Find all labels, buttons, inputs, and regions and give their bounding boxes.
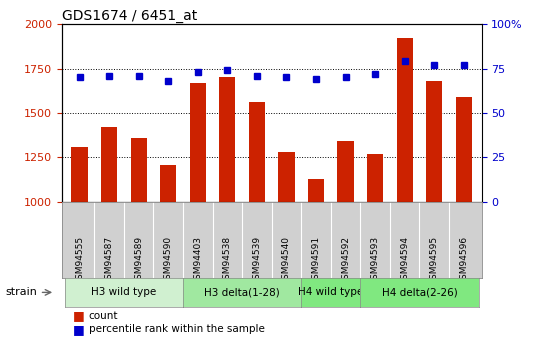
Text: GSM94596: GSM94596 [459,236,468,285]
Bar [72,147,88,345]
Bar [220,77,236,345]
Bar [367,154,383,345]
Bar [456,97,472,345]
Bar [249,102,265,345]
Text: GSM94593: GSM94593 [371,236,380,285]
Bar [101,127,117,345]
Bar [190,83,206,345]
Text: GSM94589: GSM94589 [134,236,143,285]
Bar [397,38,413,345]
Text: H4 wild type: H4 wild type [298,287,364,297]
Text: GDS1674 / 6451_at: GDS1674 / 6451_at [62,9,197,23]
Text: GSM94592: GSM94592 [341,236,350,285]
Text: GSM94540: GSM94540 [282,236,291,285]
Text: GSM94594: GSM94594 [400,236,409,285]
Bar [308,179,324,345]
Text: GSM94590: GSM94590 [164,236,173,285]
Text: percentile rank within the sample: percentile rank within the sample [89,325,265,334]
Bar [426,81,442,345]
Text: GSM94595: GSM94595 [430,236,438,285]
Text: strain: strain [5,287,37,297]
Text: GSM94591: GSM94591 [312,236,321,285]
Bar [131,138,147,345]
Text: H3 delta(1-28): H3 delta(1-28) [204,287,280,297]
Text: GSM94538: GSM94538 [223,236,232,285]
Text: GSM94587: GSM94587 [105,236,114,285]
Text: H4 delta(2-26): H4 delta(2-26) [381,287,457,297]
Text: GSM94555: GSM94555 [75,236,84,285]
Text: GSM94539: GSM94539 [252,236,261,285]
Text: H3 wild type: H3 wild type [91,287,157,297]
Bar [160,165,176,345]
Text: ■: ■ [73,309,84,322]
Text: GSM94403: GSM94403 [193,236,202,285]
Bar [337,141,353,345]
Bar [278,152,295,345]
Text: count: count [89,311,118,321]
Text: ■: ■ [73,323,84,336]
